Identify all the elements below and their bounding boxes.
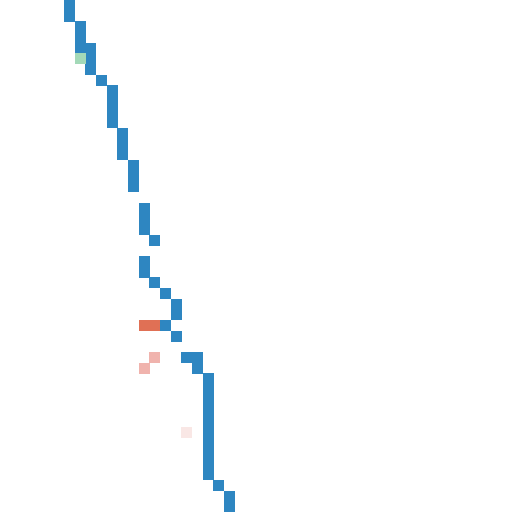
trail-cell <box>74 42 86 54</box>
trail-cell <box>117 138 129 150</box>
trail-cell <box>170 309 182 321</box>
trail-cell <box>202 448 214 459</box>
fading-cell <box>149 352 161 363</box>
trail-cell <box>117 149 129 161</box>
trail-cell <box>202 437 214 449</box>
trail-cell <box>64 0 75 11</box>
trail-cell <box>202 394 214 406</box>
trail-cell <box>149 277 161 289</box>
trail-cell <box>202 469 214 481</box>
trail-cell <box>170 330 182 342</box>
fading-cell <box>181 426 193 438</box>
trail-cell <box>128 160 139 171</box>
trail-cell <box>138 213 150 225</box>
trail-cell <box>181 352 193 363</box>
trail-cell <box>106 106 118 118</box>
trail-cell <box>138 202 150 214</box>
trail-cell <box>138 266 150 278</box>
trail-cell <box>106 96 118 107</box>
trail-cell <box>106 117 118 129</box>
trail-cell <box>74 21 86 33</box>
trail-cell <box>202 384 214 395</box>
trail-cell <box>202 373 214 385</box>
trail-cell <box>138 224 150 235</box>
trail-cell <box>224 490 235 502</box>
trail-cell <box>149 234 161 246</box>
trail-cell <box>106 85 118 97</box>
trail-cell <box>224 501 235 512</box>
trail-cell <box>85 53 97 65</box>
player-cell <box>149 320 161 331</box>
trail-cell <box>160 288 171 299</box>
trail-cell <box>192 352 203 363</box>
trail-cell <box>192 362 203 374</box>
start-cell <box>74 53 86 65</box>
player-cell <box>138 320 150 331</box>
trail-cell <box>202 458 214 470</box>
trail-cell <box>128 181 139 193</box>
trail-cell <box>202 405 214 417</box>
fading-cell <box>138 362 150 374</box>
trail-cell <box>170 298 182 310</box>
trail-cell <box>213 480 225 491</box>
trail-cell <box>85 64 97 75</box>
trail-cell <box>64 10 75 22</box>
trail-cell <box>85 42 97 54</box>
trail-cell <box>128 170 139 182</box>
trail-cell <box>74 32 86 43</box>
trail-cell <box>96 74 107 86</box>
trail-cell <box>202 426 214 438</box>
trail-cell <box>202 416 214 427</box>
trail-cell <box>117 128 129 139</box>
trail-cell <box>138 256 150 267</box>
trail-cell <box>160 320 171 331</box>
